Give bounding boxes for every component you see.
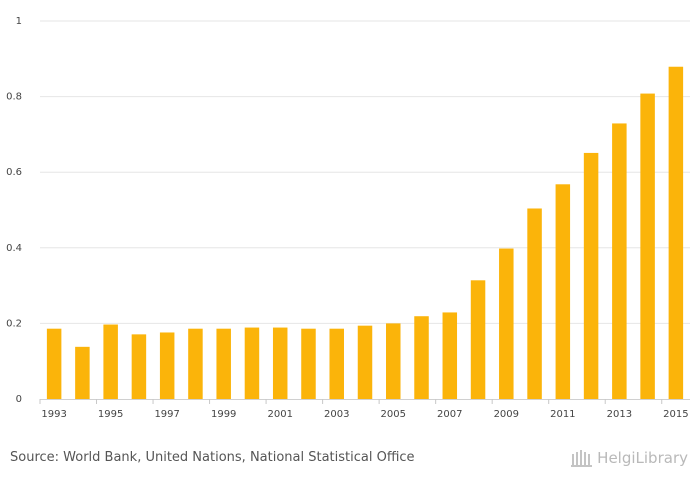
y-tick-label: 0 xyxy=(16,394,22,405)
y-tick-label: 1 xyxy=(16,16,22,27)
x-tick-label: 2005 xyxy=(381,409,406,420)
x-tick-label: 2009 xyxy=(494,409,519,420)
bar-2001 xyxy=(272,327,288,399)
bar-2010 xyxy=(527,208,542,399)
y-tick-label: 0.2 xyxy=(6,318,22,329)
bar-1996 xyxy=(131,334,147,399)
x-tick-label: 2007 xyxy=(437,409,462,420)
y-tick-label: 0.6 xyxy=(6,167,22,178)
brand-name: HelgiLibrary xyxy=(597,449,688,467)
bar-2000 xyxy=(244,327,260,399)
bar-2006 xyxy=(414,316,429,399)
bar-2015 xyxy=(668,66,684,399)
bar-1998 xyxy=(188,328,203,399)
bar-2005 xyxy=(386,323,401,399)
bar-1999 xyxy=(216,328,231,399)
source-note: Source: World Bank, United Nations, Nati… xyxy=(10,450,415,465)
bar-2011 xyxy=(555,184,571,399)
x-tick-label: 1993 xyxy=(41,409,66,420)
library-building-icon xyxy=(571,450,593,467)
x-tick-label: 2013 xyxy=(607,409,632,420)
x-tick-label: 1995 xyxy=(98,409,123,420)
x-tick-label: 1999 xyxy=(211,409,236,420)
bar-2009 xyxy=(499,248,514,399)
x-tick-label: 2003 xyxy=(324,409,349,420)
y-tick-label: 0.4 xyxy=(6,243,22,254)
x-tick-label: 2011 xyxy=(550,409,575,420)
bar-1997 xyxy=(159,332,175,399)
bar-2007 xyxy=(442,312,458,399)
bar-1995 xyxy=(103,324,118,399)
x-tick-label: 1997 xyxy=(154,409,179,420)
bar-1993 xyxy=(46,328,62,399)
bar-2003 xyxy=(329,328,344,399)
bar-1994 xyxy=(75,346,90,399)
bar-2004 xyxy=(357,325,373,399)
bar-2002 xyxy=(301,328,316,399)
helgi-library-logo: HelgiLibrary xyxy=(571,449,688,467)
x-tick-label: 2015 xyxy=(663,409,688,420)
bar-2012 xyxy=(583,152,599,399)
y-tick-label: 0.8 xyxy=(6,92,22,103)
bar-2014 xyxy=(640,93,655,400)
x-tick-label: 2001 xyxy=(267,409,292,420)
bar-chart: 0 0.2 0.4 0.6 0.8 1 1993 1995 1997 1999 2001 2003 20… xyxy=(6,16,690,420)
bar-2008 xyxy=(470,280,486,399)
bar-2013 xyxy=(612,123,627,400)
